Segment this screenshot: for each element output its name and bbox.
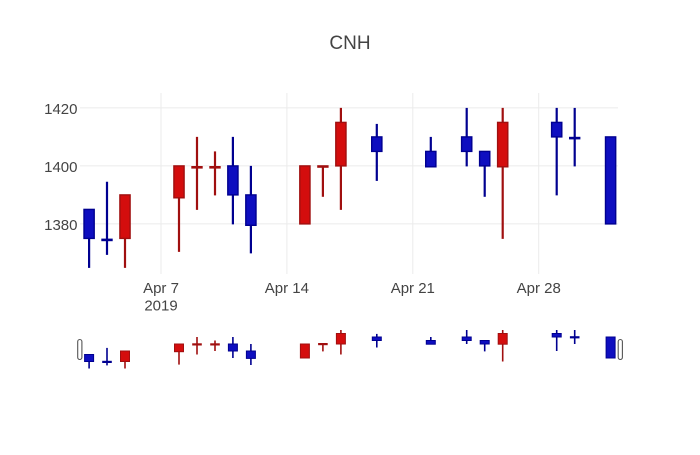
svg-text:Apr 7: Apr 7 bbox=[143, 280, 179, 297]
svg-text:Apr 28: Apr 28 bbox=[517, 280, 561, 297]
svg-text:CNH: CNH bbox=[329, 33, 370, 54]
svg-text:Apr 21: Apr 21 bbox=[391, 280, 435, 297]
svg-text:2019: 2019 bbox=[144, 298, 177, 315]
svg-text:1420: 1420 bbox=[44, 101, 77, 118]
svg-text:Apr 14: Apr 14 bbox=[265, 280, 309, 297]
svg-text:1380: 1380 bbox=[44, 217, 77, 234]
svg-text:1400: 1400 bbox=[44, 159, 77, 176]
